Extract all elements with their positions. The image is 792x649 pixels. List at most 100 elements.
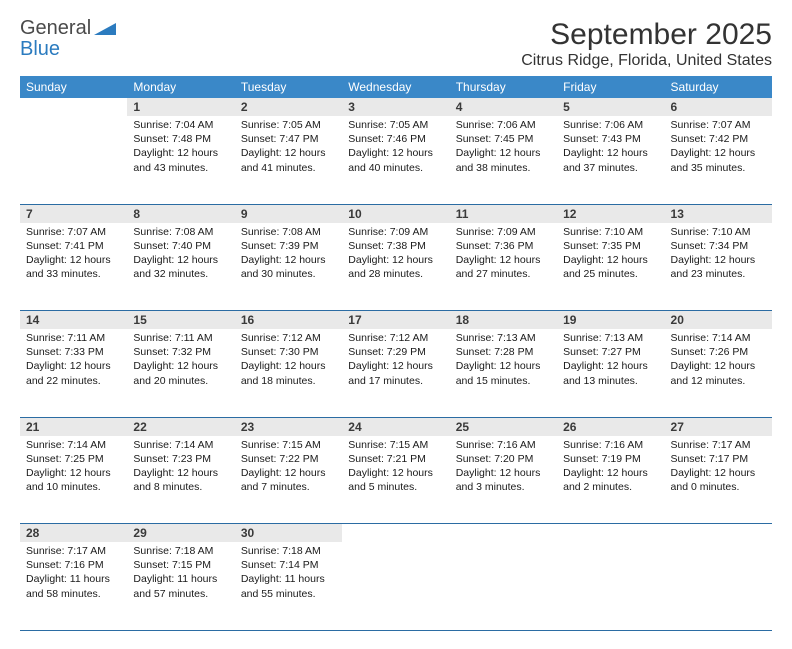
day-header-row: Sunday Monday Tuesday Wednesday Thursday…	[20, 76, 772, 98]
sunset-line: Sunset: 7:35 PM	[563, 239, 658, 253]
daynum-row: 21222324252627	[20, 417, 772, 436]
sunrise-line: Sunrise: 7:07 AM	[26, 225, 121, 239]
sunset-line: Sunset: 7:42 PM	[671, 132, 766, 146]
sunset-line: Sunset: 7:15 PM	[133, 558, 228, 572]
sunrise-line: Sunrise: 7:11 AM	[133, 331, 228, 345]
day-cell: Sunrise: 7:05 AMSunset: 7:47 PMDaylight:…	[235, 116, 342, 204]
day-cell-body: Sunrise: 7:14 AMSunset: 7:26 PMDaylight:…	[665, 329, 772, 394]
week-row: Sunrise: 7:17 AMSunset: 7:16 PMDaylight:…	[20, 542, 772, 630]
day-number-cell	[665, 524, 772, 543]
week-row: Sunrise: 7:14 AMSunset: 7:25 PMDaylight:…	[20, 436, 772, 524]
day-number-cell: 2	[235, 98, 342, 116]
day-number-cell: 23	[235, 417, 342, 436]
day-cell-body: Sunrise: 7:10 AMSunset: 7:34 PMDaylight:…	[665, 223, 772, 288]
day-number-cell: 24	[342, 417, 449, 436]
sunset-line: Sunset: 7:48 PM	[133, 132, 228, 146]
sunset-line: Sunset: 7:38 PM	[348, 239, 443, 253]
day-cell-body: Sunrise: 7:12 AMSunset: 7:30 PMDaylight:…	[235, 329, 342, 394]
day-cell-body: Sunrise: 7:08 AMSunset: 7:40 PMDaylight:…	[127, 223, 234, 288]
day-cell: Sunrise: 7:17 AMSunset: 7:17 PMDaylight:…	[665, 436, 772, 524]
daylight-line: Daylight: 12 hours and 0 minutes.	[671, 466, 766, 494]
day-cell: Sunrise: 7:07 AMSunset: 7:41 PMDaylight:…	[20, 223, 127, 311]
day-number-cell: 3	[342, 98, 449, 116]
daylight-line: Daylight: 12 hours and 17 minutes.	[348, 359, 443, 387]
sunset-line: Sunset: 7:46 PM	[348, 132, 443, 146]
sunset-line: Sunset: 7:34 PM	[671, 239, 766, 253]
week-row: Sunrise: 7:04 AMSunset: 7:48 PMDaylight:…	[20, 116, 772, 204]
daylight-line: Daylight: 12 hours and 20 minutes.	[133, 359, 228, 387]
day-cell	[342, 542, 449, 630]
day-cell-body: Sunrise: 7:10 AMSunset: 7:35 PMDaylight:…	[557, 223, 664, 288]
sunrise-line: Sunrise: 7:06 AM	[563, 118, 658, 132]
day-cell: Sunrise: 7:14 AMSunset: 7:25 PMDaylight:…	[20, 436, 127, 524]
day-cell: Sunrise: 7:10 AMSunset: 7:35 PMDaylight:…	[557, 223, 664, 311]
day-number-cell: 4	[450, 98, 557, 116]
sunset-line: Sunset: 7:40 PM	[133, 239, 228, 253]
sunrise-line: Sunrise: 7:14 AM	[671, 331, 766, 345]
daynum-row: 78910111213	[20, 204, 772, 223]
day-cell-body: Sunrise: 7:09 AMSunset: 7:36 PMDaylight:…	[450, 223, 557, 288]
sunrise-line: Sunrise: 7:18 AM	[133, 544, 228, 558]
daylight-line: Daylight: 12 hours and 18 minutes.	[241, 359, 336, 387]
day-number-cell: 17	[342, 311, 449, 330]
sunrise-line: Sunrise: 7:12 AM	[348, 331, 443, 345]
sunrise-line: Sunrise: 7:18 AM	[241, 544, 336, 558]
sunset-line: Sunset: 7:43 PM	[563, 132, 658, 146]
sunrise-line: Sunrise: 7:14 AM	[133, 438, 228, 452]
day-cell: Sunrise: 7:18 AMSunset: 7:15 PMDaylight:…	[127, 542, 234, 630]
calendar-table: Sunday Monday Tuesday Wednesday Thursday…	[20, 76, 772, 631]
day-number-cell: 16	[235, 311, 342, 330]
day-number-cell: 18	[450, 311, 557, 330]
sunrise-line: Sunrise: 7:12 AM	[241, 331, 336, 345]
day-cell-body: Sunrise: 7:13 AMSunset: 7:27 PMDaylight:…	[557, 329, 664, 394]
daylight-line: Daylight: 12 hours and 41 minutes.	[241, 146, 336, 174]
day-cell: Sunrise: 7:18 AMSunset: 7:14 PMDaylight:…	[235, 542, 342, 630]
day-number-cell: 28	[20, 524, 127, 543]
daylight-line: Daylight: 12 hours and 22 minutes.	[26, 359, 121, 387]
sunrise-line: Sunrise: 7:05 AM	[241, 118, 336, 132]
sunset-line: Sunset: 7:36 PM	[456, 239, 551, 253]
day-cell-body: Sunrise: 7:14 AMSunset: 7:25 PMDaylight:…	[20, 436, 127, 501]
sunset-line: Sunset: 7:20 PM	[456, 452, 551, 466]
daylight-line: Daylight: 12 hours and 27 minutes.	[456, 253, 551, 281]
day-cell: Sunrise: 7:14 AMSunset: 7:26 PMDaylight:…	[665, 329, 772, 417]
day-number-cell: 25	[450, 417, 557, 436]
sunset-line: Sunset: 7:28 PM	[456, 345, 551, 359]
day-number-cell: 11	[450, 204, 557, 223]
day-cell-body: Sunrise: 7:16 AMSunset: 7:19 PMDaylight:…	[557, 436, 664, 501]
sunrise-line: Sunrise: 7:05 AM	[348, 118, 443, 132]
day-cell-body: Sunrise: 7:06 AMSunset: 7:43 PMDaylight:…	[557, 116, 664, 181]
daylight-line: Daylight: 12 hours and 43 minutes.	[133, 146, 228, 174]
day-cell: Sunrise: 7:08 AMSunset: 7:40 PMDaylight:…	[127, 223, 234, 311]
calendar-thead: Sunday Monday Tuesday Wednesday Thursday…	[20, 76, 772, 98]
daylight-line: Daylight: 12 hours and 10 minutes.	[26, 466, 121, 494]
day-cell-body: Sunrise: 7:14 AMSunset: 7:23 PMDaylight:…	[127, 436, 234, 501]
sunset-line: Sunset: 7:33 PM	[26, 345, 121, 359]
day-cell: Sunrise: 7:17 AMSunset: 7:16 PMDaylight:…	[20, 542, 127, 630]
day-cell: Sunrise: 7:09 AMSunset: 7:36 PMDaylight:…	[450, 223, 557, 311]
day-number-cell: 29	[127, 524, 234, 543]
sunset-line: Sunset: 7:41 PM	[26, 239, 121, 253]
day-number-cell: 22	[127, 417, 234, 436]
day-number-cell: 30	[235, 524, 342, 543]
sunrise-line: Sunrise: 7:15 AM	[241, 438, 336, 452]
day-number-cell: 27	[665, 417, 772, 436]
sunset-line: Sunset: 7:45 PM	[456, 132, 551, 146]
daylight-line: Daylight: 11 hours and 55 minutes.	[241, 572, 336, 600]
daylight-line: Daylight: 12 hours and 30 minutes.	[241, 253, 336, 281]
day-cell: Sunrise: 7:12 AMSunset: 7:29 PMDaylight:…	[342, 329, 449, 417]
calendar-body: 123456Sunrise: 7:04 AMSunset: 7:48 PMDay…	[20, 98, 772, 630]
day-cell	[557, 542, 664, 630]
sunset-line: Sunset: 7:25 PM	[26, 452, 121, 466]
day-cell: Sunrise: 7:14 AMSunset: 7:23 PMDaylight:…	[127, 436, 234, 524]
sunrise-line: Sunrise: 7:08 AM	[133, 225, 228, 239]
day-header: Wednesday	[342, 76, 449, 98]
day-header: Monday	[127, 76, 234, 98]
sunrise-line: Sunrise: 7:09 AM	[456, 225, 551, 239]
sunrise-line: Sunrise: 7:06 AM	[456, 118, 551, 132]
sunset-line: Sunset: 7:29 PM	[348, 345, 443, 359]
daylight-line: Daylight: 12 hours and 8 minutes.	[133, 466, 228, 494]
sunrise-line: Sunrise: 7:13 AM	[456, 331, 551, 345]
daylight-line: Daylight: 12 hours and 32 minutes.	[133, 253, 228, 281]
page-header: General Blue September 2025 Citrus Ridge…	[20, 18, 772, 70]
